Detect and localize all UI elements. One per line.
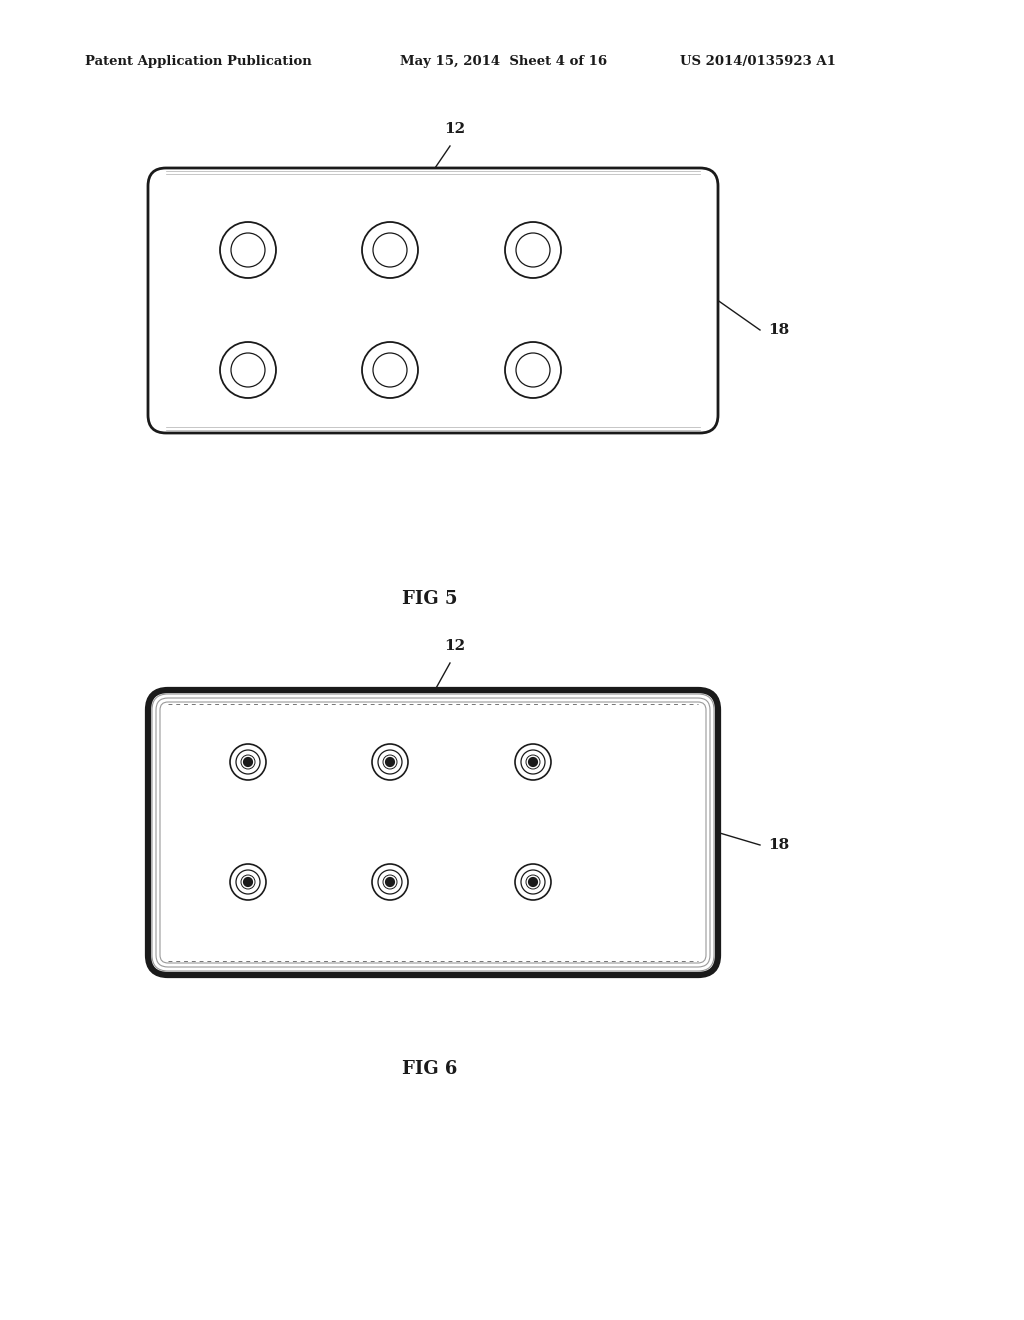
Text: 12: 12 (444, 639, 466, 653)
Text: FIG 6: FIG 6 (402, 1060, 458, 1078)
Circle shape (236, 750, 260, 774)
Circle shape (530, 879, 536, 884)
Ellipse shape (505, 222, 561, 279)
Circle shape (530, 759, 536, 766)
Circle shape (378, 750, 402, 774)
Circle shape (383, 875, 397, 888)
Circle shape (526, 875, 540, 888)
Circle shape (378, 870, 402, 894)
Circle shape (372, 865, 408, 900)
Circle shape (241, 755, 255, 770)
Ellipse shape (373, 352, 407, 387)
Circle shape (383, 755, 397, 770)
Text: 12: 12 (444, 121, 466, 136)
Circle shape (245, 759, 251, 766)
Ellipse shape (362, 222, 418, 279)
Ellipse shape (220, 222, 276, 279)
Text: 18: 18 (768, 323, 790, 337)
Text: FIG 5: FIG 5 (402, 590, 458, 609)
FancyBboxPatch shape (148, 690, 718, 975)
Ellipse shape (220, 342, 276, 399)
Ellipse shape (231, 234, 265, 267)
Text: US 2014/0135923 A1: US 2014/0135923 A1 (680, 55, 836, 69)
Ellipse shape (505, 342, 561, 399)
Text: 18: 18 (768, 838, 790, 851)
Text: May 15, 2014  Sheet 4 of 16: May 15, 2014 Sheet 4 of 16 (400, 55, 607, 69)
Circle shape (230, 744, 266, 780)
Circle shape (230, 865, 266, 900)
Circle shape (387, 879, 393, 884)
Ellipse shape (231, 352, 265, 387)
Circle shape (236, 870, 260, 894)
Circle shape (521, 870, 545, 894)
Circle shape (521, 750, 545, 774)
Circle shape (387, 759, 393, 766)
Circle shape (245, 879, 251, 884)
Ellipse shape (516, 352, 550, 387)
Ellipse shape (516, 234, 550, 267)
Circle shape (515, 865, 551, 900)
Text: Patent Application Publication: Patent Application Publication (85, 55, 311, 69)
Circle shape (372, 744, 408, 780)
Circle shape (515, 744, 551, 780)
Ellipse shape (373, 234, 407, 267)
FancyBboxPatch shape (148, 168, 718, 433)
Circle shape (241, 875, 255, 888)
Circle shape (526, 755, 540, 770)
Ellipse shape (362, 342, 418, 399)
